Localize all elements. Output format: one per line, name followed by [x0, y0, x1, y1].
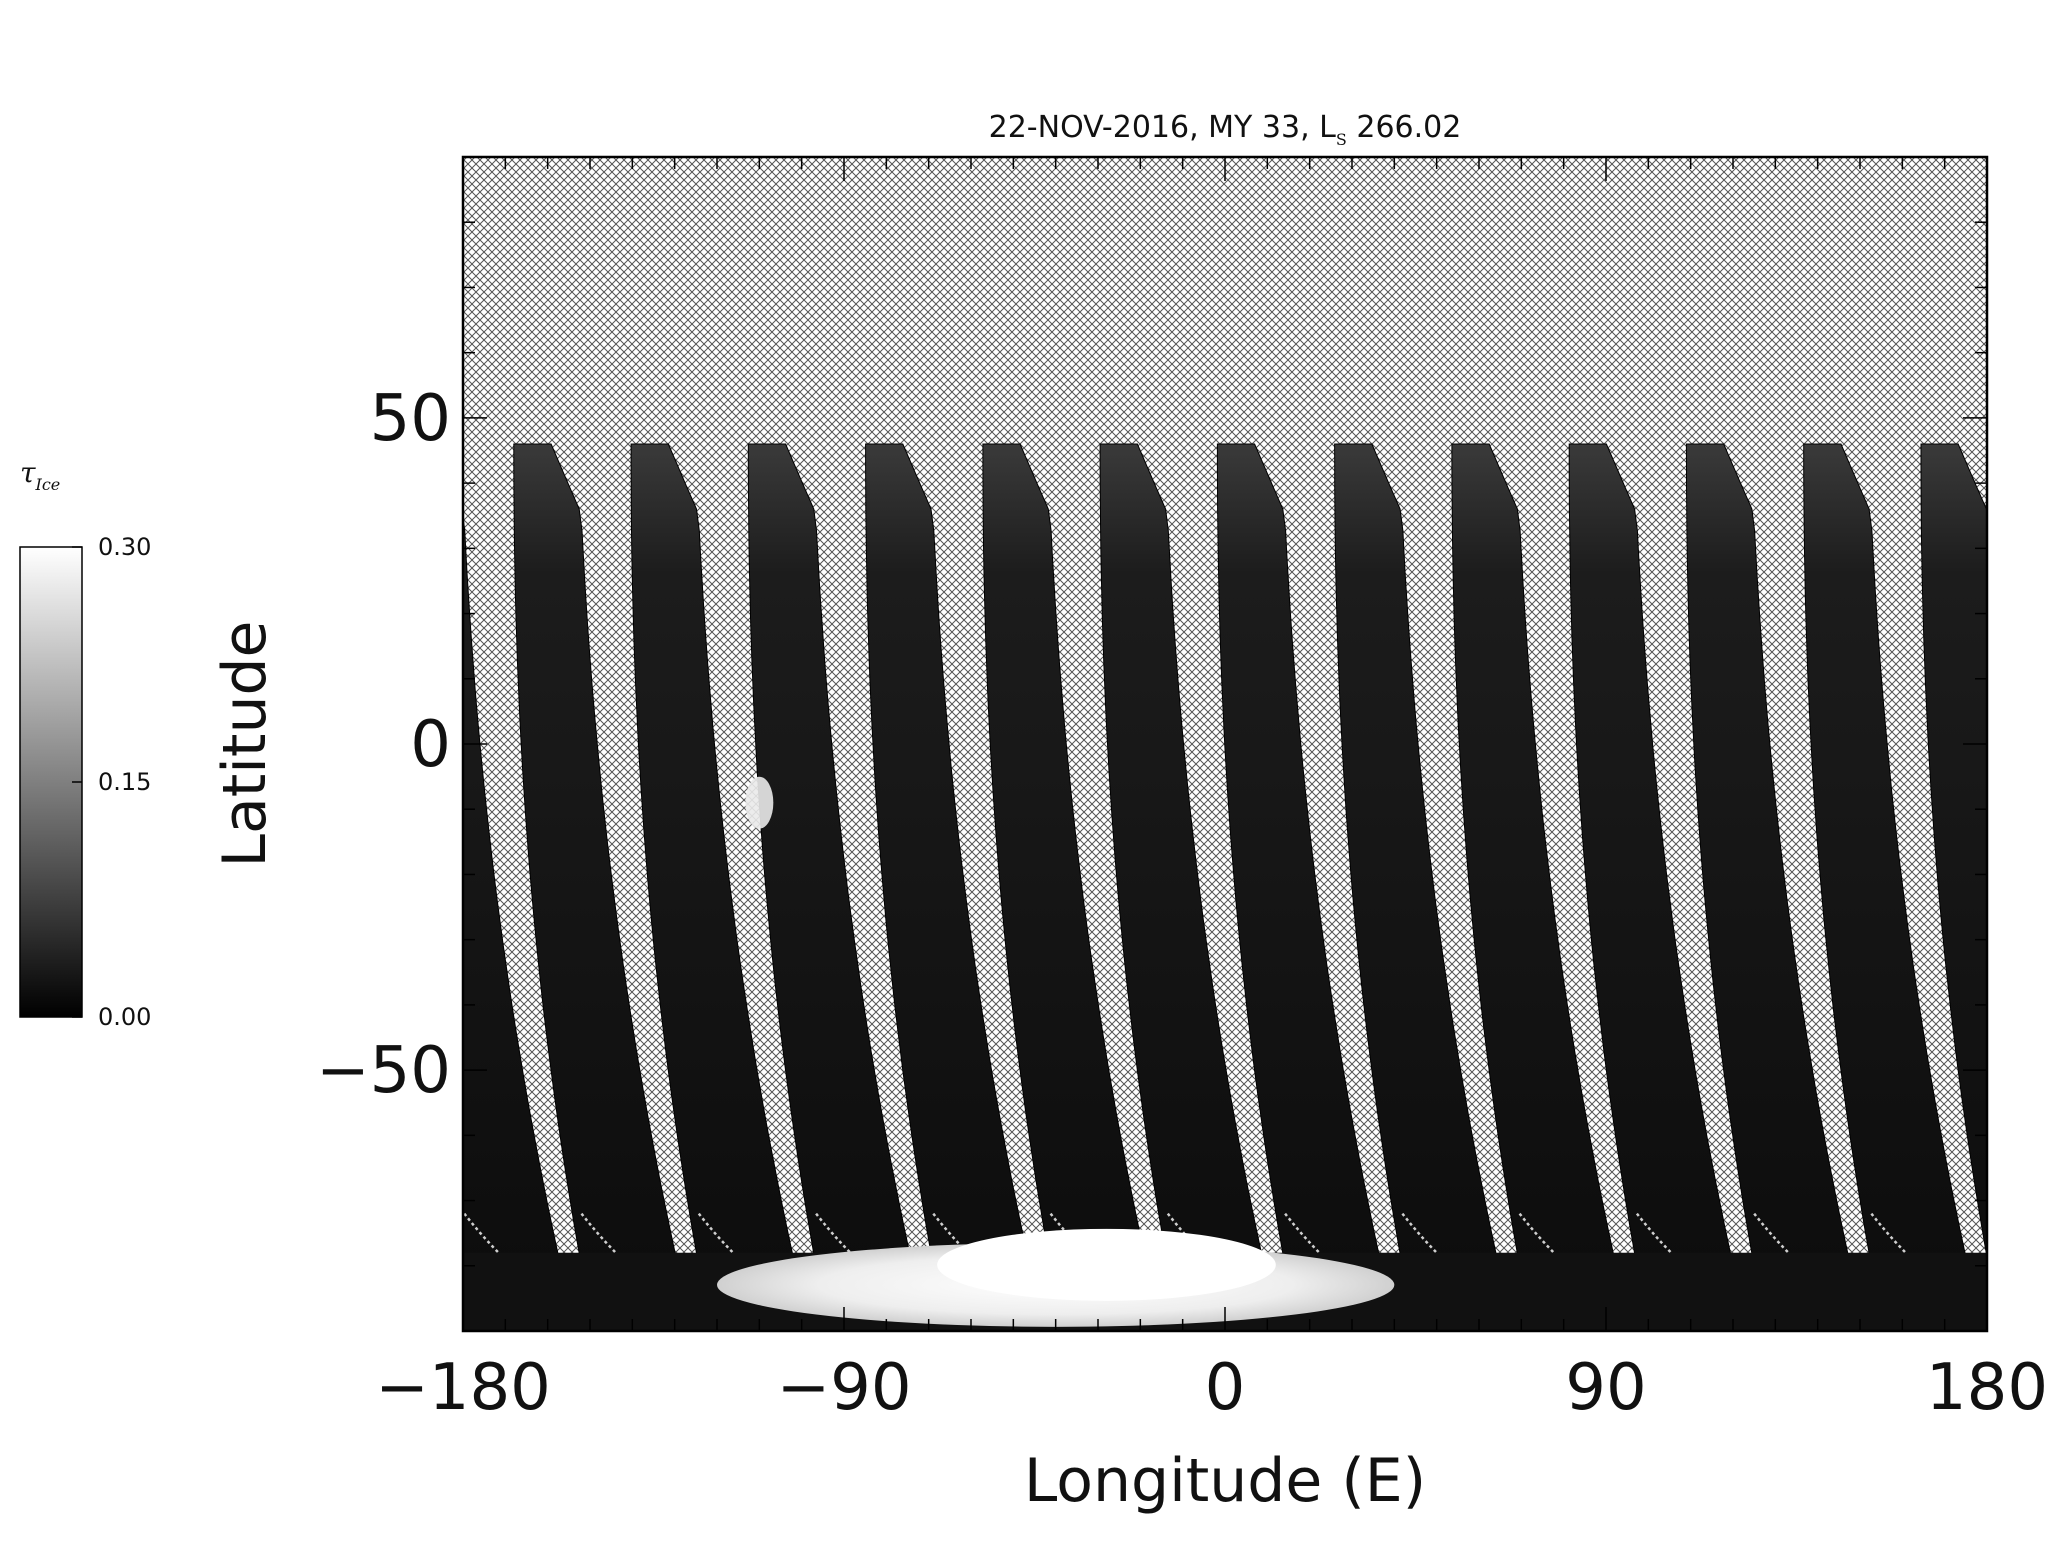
colorbar-tick-label: 0.15	[98, 768, 151, 796]
title-subscript: S	[1336, 130, 1347, 149]
x-tick-label: 180	[1926, 1351, 2048, 1425]
x-axis-label: Longitude (E)	[1024, 1446, 1426, 1516]
x-tick-label: −180	[375, 1351, 551, 1425]
polar-cap-core	[937, 1229, 1276, 1301]
y-tick-label: −50	[316, 1034, 451, 1108]
plot-area	[397, 157, 2048, 1331]
colorbar-label-subscript: Ice	[35, 475, 61, 494]
title-suffix: 266.02	[1347, 110, 1462, 145]
colorbar-tick-label: 0.00	[98, 1003, 151, 1031]
swath	[2038, 444, 2048, 1311]
y-tick-label: 50	[370, 382, 451, 456]
swath-edge	[1989, 1214, 2048, 1318]
x-tick-label: 0	[1205, 1351, 1246, 1425]
y-tick-label: 0	[410, 708, 451, 782]
plot-content	[397, 157, 2048, 1331]
bright-spot-feature	[745, 777, 773, 829]
x-tick-label: −90	[776, 1351, 911, 1425]
colorbar-tick-label: 0.30	[98, 533, 151, 561]
title-main: 22-NOV-2016, MY 33, L	[989, 110, 1337, 145]
x-tick-label: 90	[1565, 1351, 1646, 1425]
colorbar-label: τIce	[20, 456, 60, 494]
colorbar: τIce 0.00 0.15 0.30	[20, 456, 151, 1031]
chart-title: 22-NOV-2016, MY 33, LS 266.02	[989, 110, 1462, 149]
y-axis-label: Latitude	[210, 621, 280, 868]
